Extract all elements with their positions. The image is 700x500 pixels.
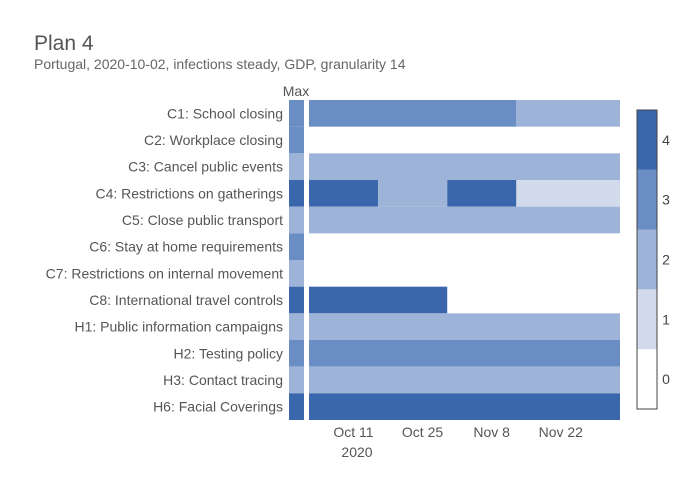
heatmap-cell — [516, 100, 620, 127]
x-tick-label: Oct 11 — [333, 424, 373, 440]
colorbar-band — [637, 289, 657, 350]
max-cell — [289, 126, 304, 154]
heatmap-row: C1: School closing — [167, 100, 620, 127]
row-label: H2: Testing policy — [174, 345, 283, 361]
max-cell — [289, 206, 304, 234]
heatmap-row: C4: Restrictions on gatherings — [95, 180, 620, 207]
x-axis-year: 2020 — [341, 444, 372, 460]
heatmap-row: H1: Public information campaigns — [74, 313, 620, 340]
row-label: C5: Close public transport — [122, 212, 283, 228]
heatmap-row: C5: Close public transport — [122, 206, 620, 234]
heatmap-cell — [309, 206, 620, 234]
heatmap-row: H2: Testing policy — [174, 340, 620, 367]
max-cell — [289, 393, 304, 420]
colorbar-tick-label: 3 — [662, 192, 670, 208]
colorbar-band — [637, 229, 657, 290]
max-cell — [289, 286, 304, 314]
colorbar: 0 1 2 3 4 — [636, 109, 670, 410]
heatmap-cell — [447, 180, 517, 207]
max-cell — [289, 233, 304, 260]
colorbar-band — [637, 110, 657, 170]
max-cell — [289, 153, 304, 180]
x-tick-label: Nov 22 — [539, 424, 584, 440]
heatmap-cell — [309, 313, 620, 340]
heatmap-cell — [309, 340, 620, 367]
row-label: C3: Cancel public events — [128, 159, 283, 175]
heatmap-cell — [378, 180, 448, 207]
row-label: C1: School closing — [167, 105, 283, 121]
colorbar-band — [637, 169, 657, 230]
heatmap-rows: C1: School closing C2: Workplace closing C… — [46, 100, 620, 420]
x-tick-label: Oct 25 — [402, 424, 443, 440]
heatmap-cell — [516, 180, 620, 207]
max-cell — [289, 180, 304, 207]
x-axis: Oct 11 Oct 25 Nov 8 Nov 22 — [333, 424, 583, 440]
max-cell — [289, 260, 304, 287]
colorbar-tick-label: 1 — [662, 311, 670, 327]
row-label: C7: Restrictions on internal movement — [46, 265, 283, 281]
colorbar-tick-label: 0 — [662, 371, 670, 387]
max-cell — [289, 100, 304, 127]
heatmap-row: C3: Cancel public events — [128, 153, 620, 180]
row-label: C4: Restrictions on gatherings — [95, 185, 283, 201]
chart-subtitle: Portugal, 2020-10-02, infections steady,… — [34, 56, 406, 72]
heatmap-cell — [309, 286, 448, 314]
chart-title: Plan 4 — [34, 32, 94, 55]
heatmap-row: H3: Contact tracing — [163, 366, 620, 394]
row-label: H3: Contact tracing — [163, 372, 283, 388]
colorbar-outline — [636, 109, 658, 410]
row-label: H6: Facial Coverings — [153, 399, 283, 415]
heatmap-row: C8: International travel controls — [89, 286, 448, 314]
heatmap-row: H6: Facial Coverings — [153, 393, 620, 420]
heatmap-cell — [309, 180, 379, 207]
max-cell — [289, 313, 304, 340]
colorbar-tick-label: 2 — [662, 252, 670, 268]
x-tick-label: Nov 8 — [473, 424, 510, 440]
colorbar-tick-label: 4 — [662, 132, 670, 148]
row-label: C8: International travel controls — [89, 292, 283, 308]
heatmap-cell — [309, 153, 620, 180]
heatmap-cell — [309, 366, 620, 394]
colorbar-band — [637, 349, 657, 409]
max-cell — [289, 366, 304, 394]
heatmap-cell — [309, 393, 620, 420]
heatmap-cell — [309, 100, 517, 127]
max-column-label: Max — [283, 83, 309, 99]
heatmap-row: C2: Workplace closing — [144, 126, 304, 154]
heatmap-row: C7: Restrictions on internal movement — [46, 260, 304, 287]
row-label: H1: Public information campaigns — [74, 319, 283, 335]
max-cell — [289, 340, 304, 367]
row-label: C2: Workplace closing — [144, 132, 283, 148]
heatmap-row: C6: Stay at home requirements — [89, 233, 304, 260]
row-label: C6: Stay at home requirements — [89, 239, 283, 255]
